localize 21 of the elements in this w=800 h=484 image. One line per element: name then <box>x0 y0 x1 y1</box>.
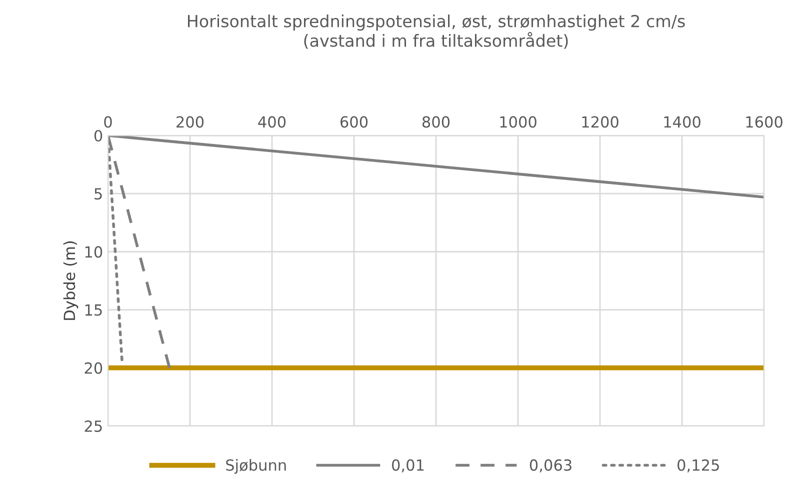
y-tick-label: 10 <box>85 246 102 258</box>
y-axis-title: Dybde (m) <box>63 241 78 320</box>
legend-label: 0,125 <box>678 459 719 472</box>
x-tick-label: 1400 <box>664 116 700 128</box>
legend-label: 0,063 <box>530 459 572 472</box>
legend-label: Sjøbunn <box>226 459 286 474</box>
y-tick-label: 15 <box>85 304 102 316</box>
y-tick-label: 25 <box>84 420 102 432</box>
x-tick-label: 1200 <box>582 116 618 128</box>
x-tick-label: 0 <box>104 116 112 128</box>
x-tick-label: 600 <box>340 116 368 128</box>
x-tick-label: 1000 <box>500 116 536 128</box>
x-tick-label: 200 <box>176 116 204 128</box>
y-tick-label: 5 <box>94 188 102 200</box>
x-tick-label: 1600 <box>746 116 782 128</box>
legend-label: 0,01 <box>392 459 424 472</box>
x-tick-label: 400 <box>258 116 286 128</box>
y-tick-label: 20 <box>84 362 102 374</box>
x-tick-label: 800 <box>422 116 450 128</box>
chart-title: Horisontalt spredningspotensial, øst, strømhastighet 2 cm/s (avstand i m fra tiltaksområdet) <box>188 14 685 49</box>
y-tick-label: 0 <box>94 130 102 142</box>
